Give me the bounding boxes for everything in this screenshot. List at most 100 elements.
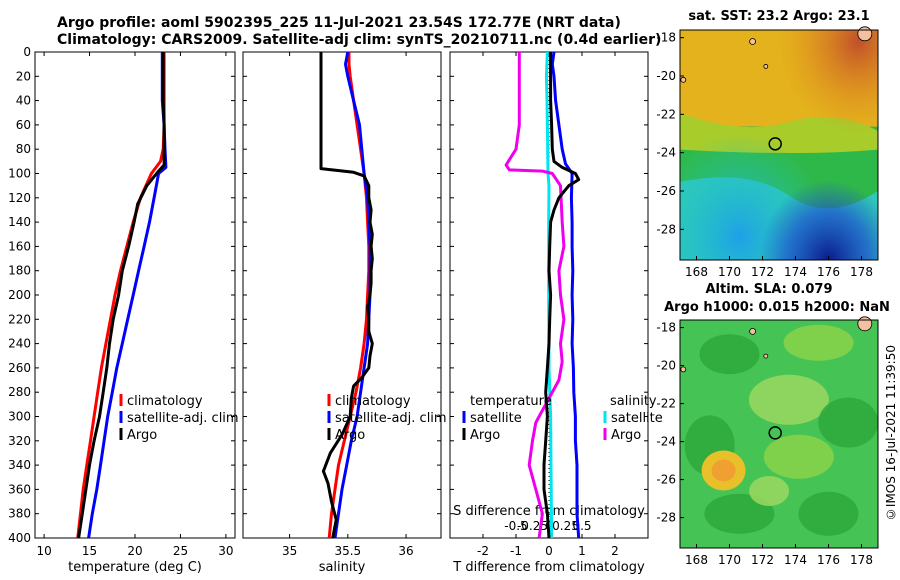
salinity-profile: 35 35.5 36 salinity climatology satellite-adj… [242, 51, 447, 575]
sla-patch [783, 324, 854, 361]
y-tick-label: -22 [656, 397, 676, 411]
legend-label: Argo [335, 428, 365, 443]
profile-marker [768, 137, 782, 151]
x-axis-label: salinity [319, 560, 366, 575]
sla-patch [818, 397, 879, 448]
legend-label: Argo [611, 428, 641, 443]
series-line-t-satellite [550, 51, 581, 539]
y-tick-label: 280 [8, 385, 31, 399]
y-tick-label: -18 [656, 321, 676, 335]
s-diff-tick-label: 0.5 [572, 519, 591, 533]
legend-title-temperature: temperature [470, 394, 552, 409]
temperature-profile: 0 20 40 60 80 100 120 140 160 180 200 220 240 260 280 3… [8, 45, 239, 575]
series-line-s-argo [504, 52, 566, 539]
title-line2: Climatology: CARS2009. Satellite-adj cli… [57, 32, 662, 48]
x-tick-label: 168 [685, 553, 708, 567]
y-tick-label: 0 [23, 45, 31, 59]
y-tick-label: 120 [8, 191, 31, 205]
x-tick-label: 178 [850, 265, 873, 279]
title-line1: Argo profile: aoml 5902395_225 11-Jul-20… [57, 15, 621, 31]
legend-label: Argo [127, 428, 157, 443]
legend-label: climatology [127, 394, 203, 409]
profile-marker [768, 426, 782, 440]
x-tick-label: 0 [545, 544, 553, 558]
y-tick-label: 360 [8, 482, 31, 496]
y-tick-label: 240 [8, 337, 31, 351]
y-tick-label: 400 [8, 531, 31, 545]
x-tick-label: 25 [173, 544, 188, 558]
cold-patch [680, 30, 878, 260]
difference-profile: -2 -1 0 1 2 T difference from climatology S di… [449, 51, 663, 575]
island [749, 327, 756, 335]
s-diff-axis-label: S difference from climatology [453, 504, 645, 519]
series-line-argo [77, 52, 166, 539]
x-tick-label: 170 [718, 265, 741, 279]
y-tick-label: 320 [8, 434, 31, 448]
sla-map: 168 170 172 174 176 178 -18 -20 -22 -24 -26 -28 Alti… [656, 282, 889, 567]
sla-patch [749, 476, 790, 506]
island [763, 64, 769, 69]
y-tick-label: -28 [656, 222, 676, 236]
x-tick-label: 36 [398, 544, 413, 558]
island [857, 316, 873, 332]
y-tick-label: -18 [656, 31, 676, 45]
map-title: sat. SST: 23.2 Argo: 23.1 [688, 9, 869, 24]
s-diff-tick-label: -0.5 [504, 519, 527, 533]
y-tick-label: 260 [8, 361, 31, 375]
series-line-s-satellite [544, 51, 554, 539]
legend-label: satellite [470, 411, 522, 426]
sla-peak-patch [711, 459, 736, 482]
x-tick-label: 174 [784, 553, 807, 567]
y-tick-label: 220 [8, 312, 31, 326]
y-tick-label: -24 [656, 435, 676, 449]
x-tick-label: 10 [36, 544, 51, 558]
x-tick-label: 20 [127, 544, 142, 558]
x-tick-label: 176 [817, 553, 840, 567]
y-tick-label: 60 [16, 118, 31, 132]
island [749, 38, 756, 45]
x-axis-label: T difference from climatology [452, 560, 645, 575]
s-diff-tick-label: -0.25 [517, 519, 548, 533]
x-tick-label: 1 [578, 544, 586, 558]
x-tick-label: 15 [82, 544, 97, 558]
island [680, 366, 687, 373]
legend-label: climatology [335, 394, 411, 409]
plot-frame [242, 51, 442, 539]
x-tick-label: 176 [817, 265, 840, 279]
series-line-t-argo [542, 52, 581, 539]
y-tick-label: -26 [656, 473, 676, 487]
y-tick-label: 20 [16, 69, 31, 83]
y-tick-label: -22 [656, 107, 676, 121]
y-tick-label: 180 [8, 264, 31, 278]
sla-patch [763, 434, 834, 479]
y-tick-label: 200 [8, 288, 31, 302]
legend-label: satellite [611, 411, 663, 426]
island [680, 76, 687, 83]
sla-patch [704, 493, 775, 534]
x-tick-label: -2 [477, 544, 489, 558]
y-tick-label: 40 [16, 94, 31, 108]
map-title: Altim. SLA: 0.079 [706, 282, 833, 297]
y-tick-label: 80 [16, 142, 31, 156]
legend-label: satellite-adj. clim [127, 411, 239, 426]
s-diff-tick-label: 0.25 [552, 519, 579, 533]
x-tick-label: 2 [611, 544, 619, 558]
x-tick-label: 172 [751, 553, 774, 567]
y-tick-label: -26 [656, 184, 676, 198]
y-tick-label: 380 [8, 507, 31, 521]
y-tick-label: -20 [656, 359, 676, 373]
y-tick-label: 140 [8, 215, 31, 229]
y-tick-label: 160 [8, 239, 31, 253]
x-tick-label: 168 [685, 265, 708, 279]
sla-patch [798, 491, 859, 536]
x-tick-label: -1 [510, 544, 522, 558]
x-tick-label: 178 [850, 553, 873, 567]
legend-title-salinity: salinity [610, 394, 657, 409]
map-frame [679, 29, 879, 261]
island [763, 353, 769, 359]
x-tick-label: 174 [784, 265, 807, 279]
island [857, 26, 873, 42]
y-tick-label: 100 [8, 167, 31, 181]
x-tick-label: 30 [218, 544, 233, 558]
